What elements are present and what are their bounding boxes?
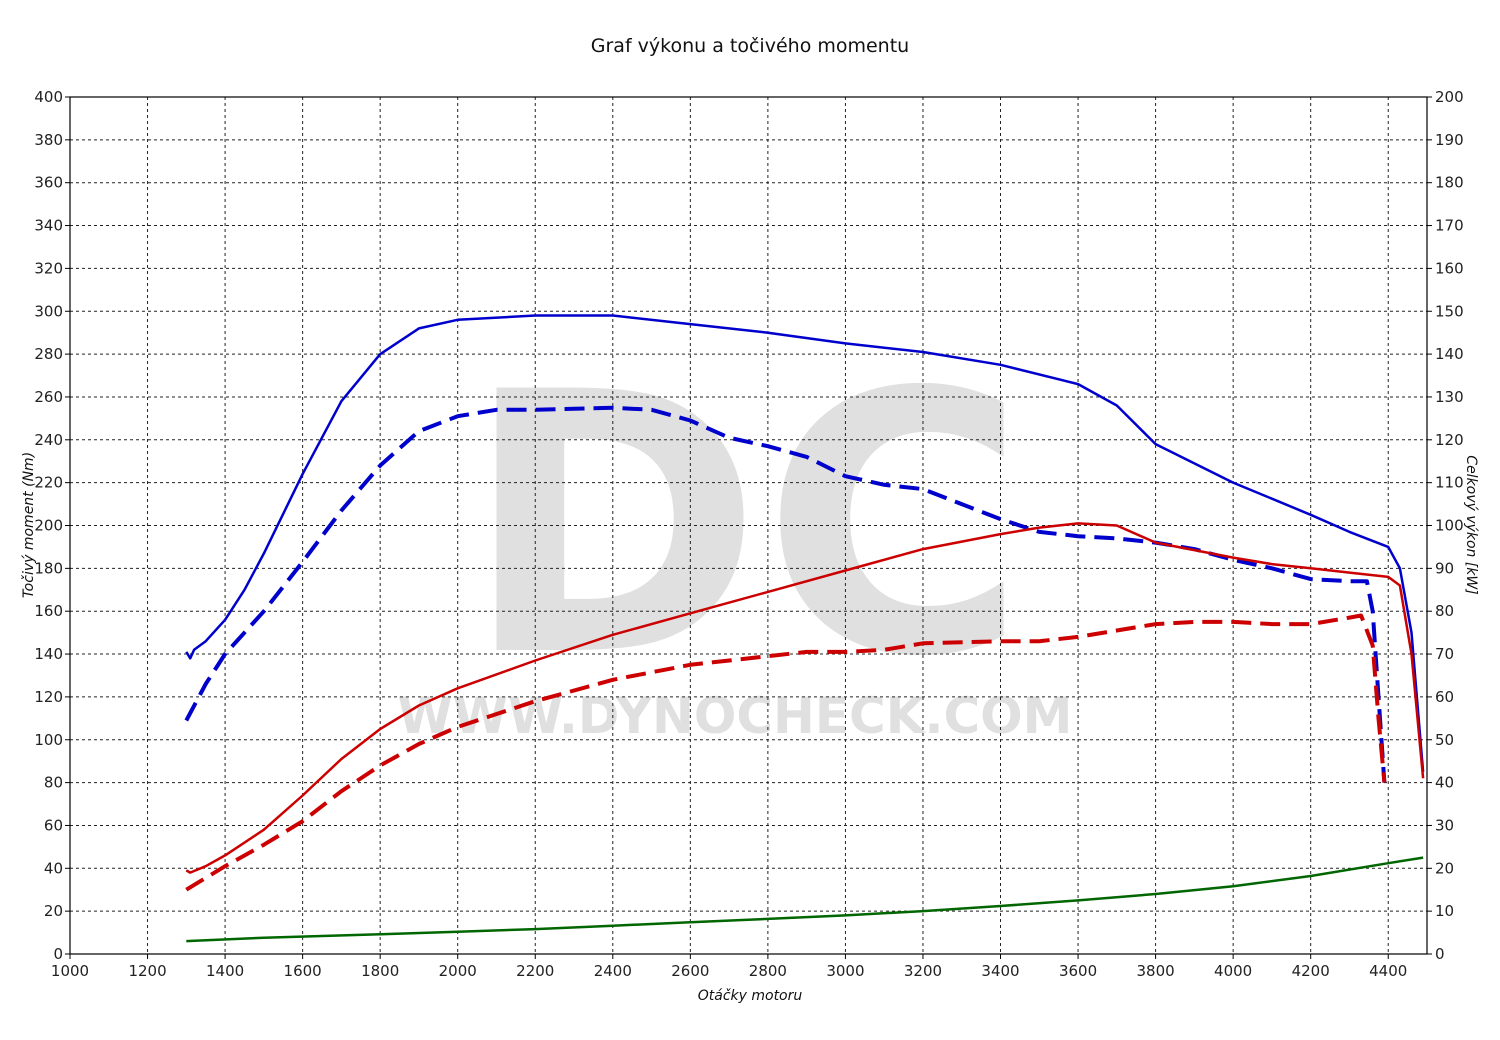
y-left-tick-label: 20 [44,902,63,920]
y-right-tick-label: 150 [1435,302,1464,320]
y-right-tick-label: 190 [1435,131,1464,149]
x-tick-label: 2600 [671,962,709,980]
y-right-axis-label: Celkový výkon [kW] [1463,455,1479,594]
x-tick-label: 1000 [51,962,89,980]
y-left-tick-label: 400 [34,88,63,106]
x-tick-label: 4200 [1292,962,1330,980]
series-line-1-solid [185,314,1425,773]
y-right-tick-label: 30 [1435,816,1454,834]
y-right-tick-label: 80 [1435,602,1454,620]
y-left-tick-label: 320 [34,259,63,277]
chart-series [184,314,1425,943]
y-right-tick-label: 10 [1435,902,1454,920]
y-right-tick-label: 50 [1435,731,1454,749]
y-right-tick-label: 40 [1435,774,1454,792]
y-right-tick-label: 20 [1435,859,1454,877]
y-left-tick-label: 60 [44,816,63,834]
x-tick-label: 3800 [1137,962,1175,980]
y-left-tick-label: 220 [34,474,63,492]
y-right-tick-label: 200 [1435,88,1464,106]
y-left-tick-label: 80 [44,774,63,792]
dynocheck-watermark: DC WWW.DYNOCHECK.COM [398,316,1073,745]
y-right-tick-label: 70 [1435,645,1454,663]
y-right-tick-label: 180 [1435,174,1464,192]
x-axis-label: Otáčky motoru [698,988,803,1004]
y-right-tick-label: 120 [1435,431,1464,449]
y-left-tick-label: 100 [34,731,63,749]
x-tick-label: 1800 [361,962,399,980]
y-right-tick-label: 60 [1435,688,1454,706]
x-tick-label: 2200 [516,962,554,980]
y-left-tick-label: 300 [34,302,63,320]
x-tick-label: 1400 [206,962,244,980]
y-left-tick-label: 140 [34,645,63,663]
series-line-2-dashed [184,405,1387,783]
x-tick-label: 3200 [904,962,942,980]
y-left-tick-label: 380 [34,131,63,149]
y-left-tick-label: 180 [34,559,63,577]
y-left-axis-label: Točivý moment (Nm) [21,452,37,598]
y-right-tick-label: 130 [1435,388,1464,406]
y-left-tick-label: 0 [53,945,63,963]
chart-title: Graf výkonu a točivého momentu [591,35,909,57]
x-tick-label: 4000 [1214,962,1252,980]
y-left-tick-label: 40 [44,859,63,877]
y-left-tick-label: 340 [34,217,63,235]
y-right-tick-label: 0 [1435,945,1445,963]
y-left-tick-label: 160 [34,602,63,620]
y-right-tick-label: 170 [1435,217,1464,235]
y-left-tick-label: 240 [34,431,63,449]
x-tick-label: 2400 [594,962,632,980]
x-tick-label: 3400 [981,962,1019,980]
y-right-tick-label: 160 [1435,259,1464,277]
series-line-4-dashed [185,613,1387,892]
y-left-tick-label: 120 [34,688,63,706]
y-left-tick-label: 280 [34,345,63,363]
chart-grid [70,97,1427,954]
x-tick-label: 4400 [1369,962,1407,980]
y-right-tick-label: 90 [1435,559,1454,577]
series-line-5-solid [186,856,1424,943]
y-left-tick-label: 360 [34,174,63,192]
x-tick-label: 2800 [749,962,787,980]
y-left-tick-label: 260 [34,388,63,406]
watermark-url: WWW.DYNOCHECK.COM [398,687,1073,745]
x-tick-label: 3600 [1059,962,1097,980]
y-right-tick-label: 100 [1435,517,1464,535]
series-line-3-solid [185,522,1425,874]
x-tick-label: 3000 [826,962,864,980]
x-tick-label: 2000 [439,962,477,980]
x-tick-label: 1200 [128,962,166,980]
y-right-tick-label: 140 [1435,345,1464,363]
y-left-tick-label: 200 [34,517,63,535]
axis-ticks: 1000 1200 1400 1600 1800 2000 2200 2400 2600 2800… [34,88,1463,980]
y-right-tick-label: 110 [1435,474,1464,492]
x-tick-label: 1600 [284,962,322,980]
